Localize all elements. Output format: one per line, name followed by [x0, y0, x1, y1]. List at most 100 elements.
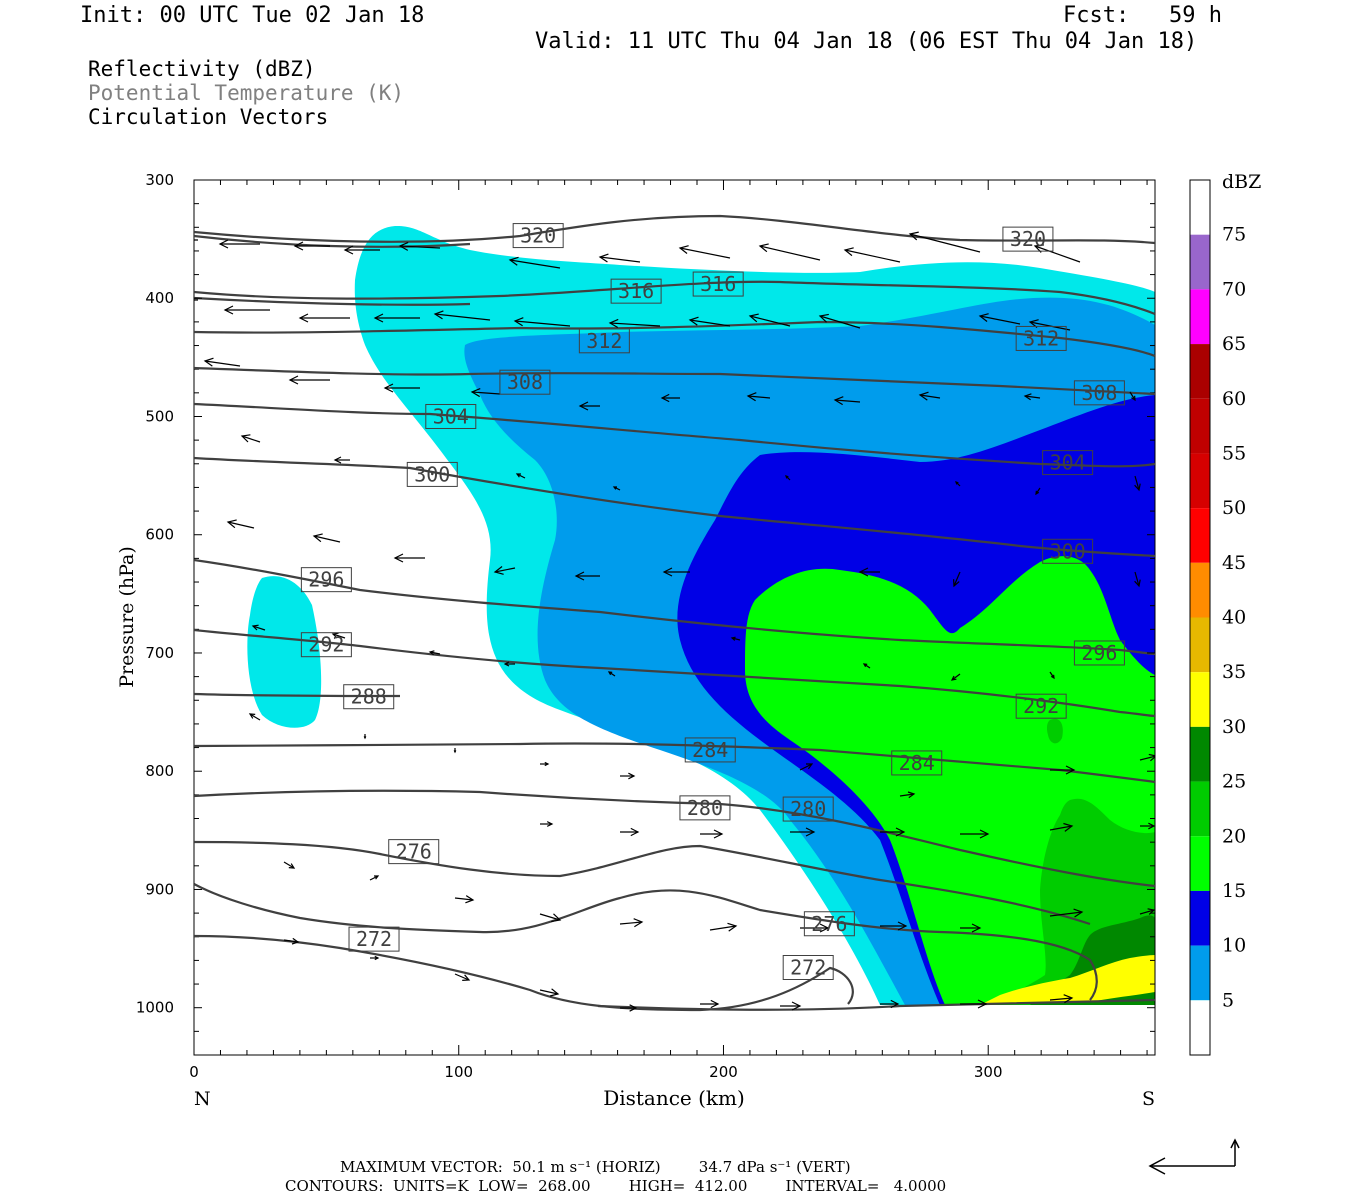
y-tick-label: 1000: [136, 999, 174, 1017]
valid-time: Valid: 11 UTC Thu 04 Jan 18 (06 EST Thu …: [535, 29, 1198, 54]
colorbar-bin: [1190, 726, 1210, 782]
circulation-vector: [539, 988, 560, 997]
colorbar-tick-label: 20: [1222, 825, 1246, 847]
circulation-vector: [493, 566, 516, 575]
circulation-vector: [612, 486, 621, 491]
y-axis-label: Pressure (hPa): [116, 546, 138, 688]
circulation-vector: [1049, 671, 1055, 680]
circulation-vector: [908, 231, 981, 253]
colorbar-tick-label: 75: [1222, 224, 1246, 246]
circulation-vector: [503, 661, 515, 667]
contour-label: 304: [1042, 450, 1094, 476]
x-end-label-left: N: [194, 1088, 211, 1110]
colorbar-tick-label: 30: [1222, 716, 1246, 738]
x-tick-label: 100: [444, 1063, 473, 1081]
circulation-vector: [790, 827, 816, 837]
circulation-vector: [470, 388, 501, 398]
contour-label: 304: [425, 403, 477, 429]
circulation-vector: [240, 434, 261, 443]
circulation-vector: [1140, 822, 1155, 830]
y-tick-label: 500: [145, 407, 174, 425]
circulation-vector: [508, 256, 561, 269]
isentrope-line: [194, 883, 1098, 1001]
circulation-vector: [453, 748, 457, 754]
isentrope-line: [194, 840, 1091, 926]
colorbar-bin: [1190, 562, 1210, 618]
contour-label: 316: [692, 271, 744, 297]
colorbar-tick-label: 5: [1222, 989, 1234, 1011]
contour-label: 300: [1042, 538, 1094, 564]
svg-text:316: 316: [618, 279, 654, 303]
y-tick-label: 800: [145, 762, 174, 780]
colorbar-bin-top: [1190, 180, 1210, 235]
circulation-vector: [578, 401, 600, 411]
circulation-vector: [1134, 571, 1141, 588]
svg-text:280: 280: [687, 796, 723, 820]
svg-text:276: 276: [396, 840, 432, 864]
colorbar-title: dBZ: [1222, 171, 1261, 193]
circulation-vector: [383, 383, 420, 393]
svg-text:320: 320: [1010, 227, 1046, 251]
circulation-vector: [331, 632, 346, 639]
contour-label: 308: [499, 369, 551, 395]
circulation-vector: [298, 313, 350, 323]
contour-label: 312: [1015, 325, 1067, 351]
circulation-vector: [539, 913, 562, 923]
circulation-vector: [843, 247, 901, 263]
contour-label: 316: [610, 278, 662, 304]
contour-label: 280: [679, 795, 731, 821]
colorbar-bin: [1190, 508, 1210, 563]
svg-text:280: 280: [790, 797, 826, 821]
y-tick-label: 600: [145, 526, 174, 544]
contour-label: 272: [348, 926, 400, 952]
colorbar-tick-label: 40: [1222, 607, 1246, 629]
circulation-vector: [454, 895, 475, 904]
colorbar-bin: [1190, 890, 1210, 946]
x-axis-label: Distance (km): [603, 1086, 745, 1110]
plot-frame: [193, 179, 1156, 1056]
isentrope-line: [597, 998, 1155, 1011]
svg-text:292: 292: [1023, 694, 1059, 718]
isentrope-line: [194, 934, 854, 1012]
circulation-vector: [950, 673, 961, 681]
circulation-vector: [540, 821, 554, 827]
y-axis: 300 400 500 600 700 800 900 1000: [136, 171, 1155, 1017]
circulation-vector: [288, 375, 330, 385]
colorbar-tick-label: 10: [1222, 935, 1246, 957]
isentrope-line: [194, 280, 1155, 316]
isentrope-line: [194, 456, 1155, 558]
circulation-vector: [620, 827, 640, 837]
colorbar-tick-label: 15: [1222, 880, 1246, 902]
circulation-vector: [574, 571, 600, 581]
legend-potential-temperature: Potential Temperature (K): [88, 81, 405, 105]
circulation-vector: [226, 519, 255, 529]
circulation-vector: [203, 357, 241, 367]
svg-text:312: 312: [586, 329, 622, 353]
circulation-vector: [709, 922, 738, 932]
circulation-vector: [293, 241, 330, 251]
circulation-vector: [955, 481, 961, 487]
reflectivity-5dbz-blob: [247, 576, 322, 728]
svg-text:300: 300: [1050, 539, 1086, 563]
isentrope-line: [194, 692, 401, 698]
contour-label: 312: [578, 328, 630, 354]
colorbar-bin-bottom: [1190, 1000, 1210, 1055]
circulation-vector: [194, 239, 198, 241]
circulation-vector: [540, 761, 550, 767]
circulation-vector: [780, 1001, 802, 1011]
svg-text:296: 296: [1081, 641, 1117, 665]
isentrope-line: [194, 296, 471, 306]
circulation-vector: [1129, 391, 1136, 402]
circulation-vector: [607, 671, 616, 677]
isentrope-line: [194, 366, 1155, 396]
circulation-vector: [373, 313, 420, 323]
svg-text:304: 304: [433, 404, 469, 428]
svg-text:284: 284: [899, 751, 935, 775]
circulation-vector: [363, 734, 367, 740]
svg-text:304: 304: [1050, 451, 1086, 475]
y-tick-label: 700: [145, 644, 174, 662]
circulation-vector: [833, 396, 861, 406]
circulation-vector: [620, 1004, 638, 1012]
colorbar-bin: [1190, 945, 1210, 1001]
